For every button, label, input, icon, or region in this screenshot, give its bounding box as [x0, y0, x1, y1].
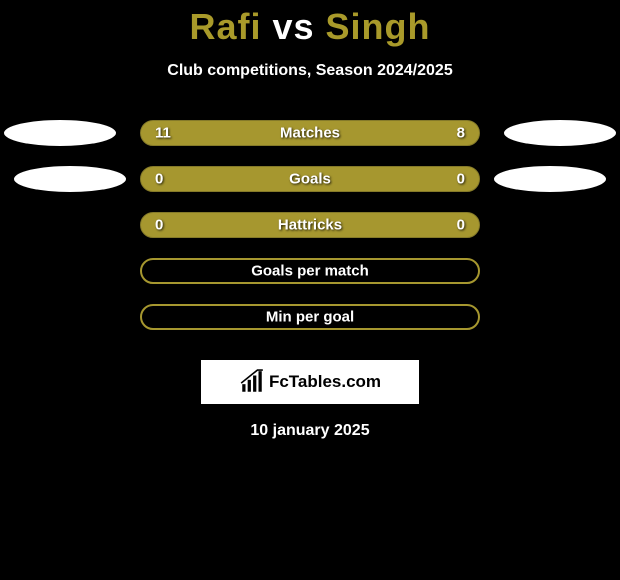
stat-row-goals: 0 Goals 0	[0, 166, 620, 212]
player2-chip	[494, 166, 606, 192]
stat-right-value: 0	[457, 217, 465, 234]
stat-bar: Min per goal	[140, 304, 480, 330]
player2-chip	[504, 120, 616, 146]
chart-icon	[239, 369, 265, 395]
stat-label: Hattricks	[278, 217, 342, 234]
stat-bar: 0 Goals 0	[140, 166, 480, 192]
subtitle: Club competitions, Season 2024/2025	[0, 62, 620, 80]
player2-name: Singh	[326, 6, 431, 47]
stat-bar: 11 Matches 8	[140, 120, 480, 146]
stat-row-goals-per-match: Goals per match	[0, 258, 620, 304]
stat-label: Min per goal	[266, 309, 354, 326]
brand-text: FcTables.com	[269, 372, 381, 392]
stat-right-value: 8	[457, 125, 465, 142]
stats-container: 11 Matches 8 0 Goals 0 0 Hattricks 0 Goa…	[0, 120, 620, 350]
stat-bar: 0 Hattricks 0	[140, 212, 480, 238]
player1-chip	[4, 120, 116, 146]
stat-label: Goals per match	[251, 263, 369, 280]
stat-left-value: 0	[155, 217, 163, 234]
date-text: 10 january 2025	[0, 422, 620, 440]
player1-chip	[14, 166, 126, 192]
stat-left-value: 11	[155, 125, 171, 142]
stat-right-value: 0	[457, 171, 465, 188]
stat-row-matches: 11 Matches 8	[0, 120, 620, 166]
stat-label: Matches	[280, 125, 340, 142]
stat-row-min-per-goal: Min per goal	[0, 304, 620, 350]
stat-row-hattricks: 0 Hattricks 0	[0, 212, 620, 258]
stat-left-value: 0	[155, 171, 163, 188]
stat-label: Goals	[289, 171, 331, 188]
player1-name: Rafi	[189, 6, 261, 47]
brand-box[interactable]: FcTables.com	[201, 360, 419, 404]
stat-bar: Goals per match	[140, 258, 480, 284]
page-title: Rafi vs Singh	[0, 0, 620, 48]
vs-text: vs	[272, 6, 314, 47]
